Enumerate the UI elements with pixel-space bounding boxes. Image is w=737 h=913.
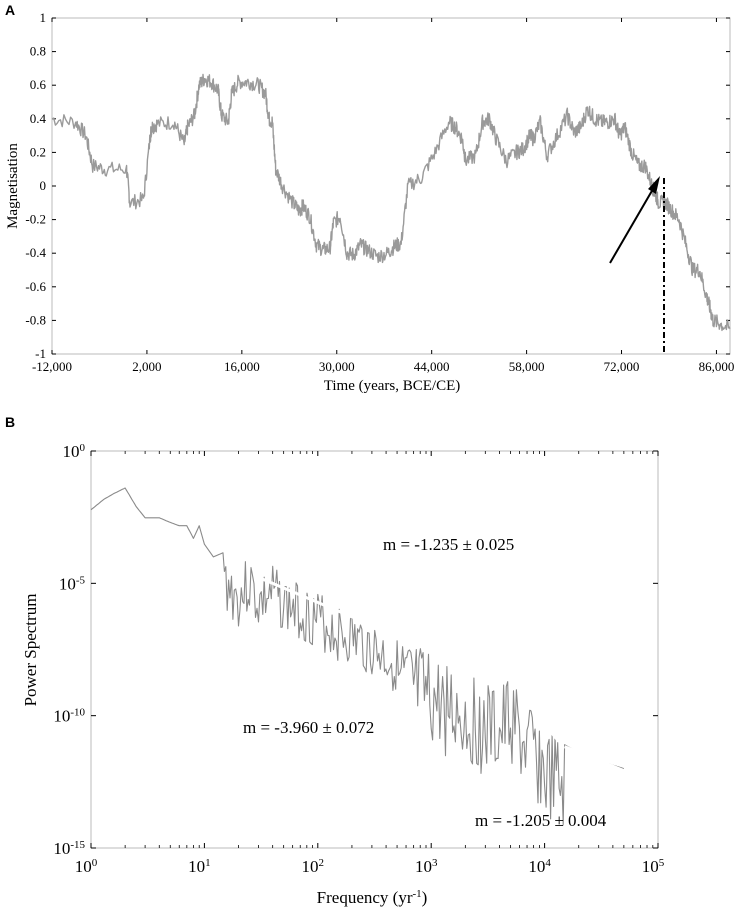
- panel-b-y-axis-title: Power Spectrum: [21, 594, 40, 707]
- fit-line-1: [257, 575, 506, 683]
- panel-a-axes-frame: [51, 17, 731, 355]
- a-x-tick-label: 30,000: [319, 359, 355, 374]
- b-x-tick-label: 104: [528, 857, 551, 876]
- panel-a-letter: A: [5, 2, 15, 18]
- a-x-tick-label: -12,000: [32, 359, 72, 374]
- a-y-tick-label: 0: [40, 178, 47, 193]
- a-x-tick-label: 2,000: [132, 359, 161, 374]
- b-x-tick-label: 100: [75, 857, 98, 876]
- b-x-tick-label: 105: [642, 857, 665, 876]
- b-x-tick-label: 101: [188, 857, 211, 876]
- annotation-fit-2: m = -3.960 ± 0.072: [243, 718, 374, 737]
- panel-b-x-ticks: 100 101 102 103 104 105: [75, 451, 665, 876]
- a-x-tick-label: 86,000: [699, 359, 735, 374]
- b-y-tick-label: 10-5: [59, 574, 86, 593]
- a-x-tick-label: 72,000: [604, 359, 640, 374]
- panel-a-x-ticks: -12,000 2,000 16,000 30,000 44,000 58,000 72,0…: [32, 18, 734, 374]
- b-y-tick-label: 10-10: [53, 707, 85, 726]
- b-y-tick-label: 10-15: [53, 839, 85, 858]
- a-y-tick-label: -0.8: [25, 312, 46, 327]
- panel-a-arrow-shaft: [609, 188, 654, 264]
- a-y-tick-label: 0.8: [30, 44, 46, 59]
- fit-line-2: [518, 692, 559, 741]
- panel-b-fit-lines: [257, 575, 625, 772]
- panel-b-x-axis-title: Frequency (yr-1): [317, 888, 428, 907]
- a-y-tick-label: 0.6: [30, 77, 47, 92]
- panel-b-power-spectrum-series: [90, 487, 625, 826]
- a-y-tick-label: 0.4: [30, 111, 47, 126]
- panel-a: A -1 -0.8 -0.6 -0.4 -0.2 0 0.2 0.4 0.6 0.8 1 -12,0…: [5, 2, 734, 394]
- a-y-tick-label: -1: [35, 346, 46, 361]
- a-y-tick-label: -0.4: [25, 245, 46, 260]
- a-y-tick-label: 0.2: [30, 144, 46, 159]
- panel-b-letter: B: [5, 414, 15, 430]
- b-x-tick-label: 102: [302, 857, 325, 876]
- panel-b: B 100 10-5 10-10 10-15 100 101 102 103 104 105 m…: [5, 414, 665, 907]
- panel-b-axes-frame: [90, 450, 659, 849]
- b-x-tick-label: 103: [415, 857, 438, 876]
- annotation-fit-3: m = -1.205 ± 0.004: [475, 811, 607, 830]
- panel-a-arrow-head: [648, 176, 660, 194]
- b-y-tick-label: 100: [63, 442, 86, 461]
- annotation-fit-1: m = -1.235 ± 0.025: [383, 535, 514, 554]
- a-y-tick-label: -0.2: [25, 212, 46, 227]
- panel-a-y-ticks: -1 -0.8 -0.6 -0.4 -0.2 0 0.2 0.4 0.6 0.8 1: [25, 10, 730, 361]
- a-y-tick-label: 1: [40, 10, 47, 25]
- a-x-tick-label: 44,000: [414, 359, 450, 374]
- a-x-tick-label: 16,000: [224, 359, 260, 374]
- panel-b-y-ticks: 100 10-5 10-10 10-15: [53, 442, 658, 858]
- panel-a-y-axis-title: Magnetisation: [5, 143, 21, 229]
- panel-a-x-axis-title: Time (years, BCE/CE): [324, 378, 461, 394]
- a-x-tick-label: 58,000: [509, 359, 545, 374]
- a-y-tick-label: -0.6: [25, 279, 46, 294]
- fit-line-3: [564, 745, 625, 772]
- panel-a-magnetisation-series: [51, 73, 731, 332]
